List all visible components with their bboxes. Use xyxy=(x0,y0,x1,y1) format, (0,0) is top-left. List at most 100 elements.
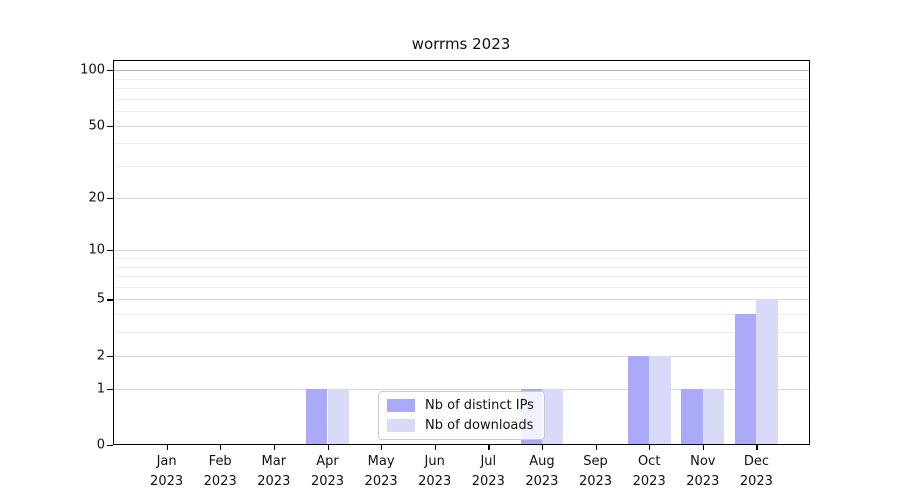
gridline-minor-8 xyxy=(113,266,810,268)
x-tick-month: May xyxy=(367,454,395,469)
x-tick-mark-oct xyxy=(649,445,651,450)
x-tick-year: 2023 xyxy=(203,474,237,489)
y-tick-label-5: 5 xyxy=(96,291,105,307)
x-tick-year: 2023 xyxy=(525,474,559,489)
x-tick-label-sep: Sep 2023 xyxy=(579,452,612,492)
x-tick-label-feb: Feb 2023 xyxy=(204,452,237,492)
gridline-major-10 xyxy=(113,250,810,252)
x-tick-mark-mar xyxy=(273,445,276,450)
gridline-minor-90 xyxy=(113,78,810,80)
plot-border xyxy=(113,60,810,445)
gridline-minor-7 xyxy=(113,276,810,277)
x-tick-month: Apr xyxy=(316,454,339,469)
y-tick-label-1: 1 xyxy=(96,381,105,397)
x-tick-label-mar: Mar 2023 xyxy=(257,452,290,492)
legend-label-downloads: Nb of downloads xyxy=(425,418,534,433)
y-tick-label-20: 20 xyxy=(88,190,105,206)
x-tick-label-jul: Jul 2023 xyxy=(472,452,505,492)
x-tick-month: Sep xyxy=(583,454,608,469)
chart-title: worrms 2023 xyxy=(411,35,511,53)
y-tick-label-10: 10 xyxy=(88,242,105,258)
gridline-minor-70 xyxy=(113,98,810,100)
x-tick-year: 2023 xyxy=(632,474,666,489)
bar-distinct-ips-dec xyxy=(734,314,757,445)
y-tick-mark-20 xyxy=(107,197,113,199)
x-tick-year: 2023 xyxy=(686,474,720,489)
legend-item-downloads: Nb of downloads xyxy=(387,418,534,433)
x-tick-year: 2023 xyxy=(364,474,398,489)
x-tick-month: Jan xyxy=(156,454,177,469)
x-tick-month: Nov xyxy=(690,454,716,469)
gridline-minor-40 xyxy=(113,143,810,145)
x-tick-year: 2023 xyxy=(310,474,345,489)
x-tick-month: Feb xyxy=(208,454,232,469)
gridline-minor-60 xyxy=(113,111,810,112)
legend-swatch-distinct-ips xyxy=(387,399,415,412)
x-tick-month: Jul xyxy=(480,454,497,469)
x-tick-year: 2023 xyxy=(471,474,505,489)
gridline-major-5 xyxy=(113,299,810,301)
bar-downloads-oct xyxy=(649,355,671,445)
x-tick-mark-jan xyxy=(166,445,168,450)
x-tick-label-dec: Dec 2023 xyxy=(740,452,773,492)
gridline-minor-4 xyxy=(113,314,810,316)
y-tick-label-100: 100 xyxy=(80,62,105,78)
x-tick-month: Mar xyxy=(261,454,287,469)
y-tick-label-50: 50 xyxy=(88,118,105,133)
legend-swatch-downloads xyxy=(387,419,415,432)
y-tick-mark-10 xyxy=(107,250,113,252)
x-tick-year: 2023 xyxy=(257,474,291,489)
y-tick-mark-100 xyxy=(107,70,113,72)
y-tick-mark-1 xyxy=(107,388,113,390)
x-tick-year: 2023 xyxy=(578,474,613,489)
x-tick-label-nov: Nov 2023 xyxy=(686,452,719,492)
x-tick-mark-jul xyxy=(488,445,490,450)
gridline-major-100 xyxy=(113,70,810,71)
legend-label-distinct-ips: Nb of distinct IPs xyxy=(425,398,534,413)
x-tick-mark-feb xyxy=(220,445,222,450)
x-tick-month: Dec xyxy=(743,454,769,469)
gridline-minor-80 xyxy=(113,87,810,89)
bar-distinct-ips-oct xyxy=(627,355,650,445)
x-tick-label-may: May 2023 xyxy=(365,452,398,492)
y-tick-mark-50 xyxy=(107,125,113,127)
gridline-minor-6 xyxy=(113,286,810,288)
x-tick-label-aug: Aug 2023 xyxy=(525,452,558,492)
gridline-major-1 xyxy=(113,388,810,390)
legend: Nb of distinct IPs Nb of downloads xyxy=(378,391,545,440)
x-tick-label-apr: Apr 2023 xyxy=(311,452,344,492)
y-tick-label-0: 0 xyxy=(96,437,105,453)
x-tick-mark-nov xyxy=(702,445,705,450)
x-tick-month: Aug xyxy=(529,454,555,469)
x-tick-label-jun: Jun 2023 xyxy=(418,452,451,492)
x-tick-month: Jun xyxy=(424,454,445,469)
y-tick-mark-0 xyxy=(107,445,113,447)
x-tick-label-oct: Oct 2023 xyxy=(633,452,666,492)
y-tick-mark-2 xyxy=(107,355,113,357)
x-tick-mark-dec xyxy=(756,445,758,450)
x-tick-mark-may xyxy=(381,445,383,450)
y-tick-label-2: 2 xyxy=(96,348,105,364)
x-tick-year: 2023 xyxy=(418,474,452,489)
x-tick-mark-jun xyxy=(434,445,436,450)
bar-distinct-ips-nov xyxy=(681,388,703,445)
bar-downloads-nov xyxy=(702,388,725,445)
x-tick-mark-sep xyxy=(595,445,597,450)
gridline-minor-3 xyxy=(113,332,810,334)
bar-downloads-dec xyxy=(756,299,778,445)
bar-downloads-aug xyxy=(541,388,564,445)
gridline-minor-30 xyxy=(113,166,810,167)
gridline-minor-9 xyxy=(113,257,810,259)
x-tick-year: 2023 xyxy=(150,474,184,489)
x-tick-label-jan: Jan 2023 xyxy=(150,452,183,492)
x-tick-mark-aug xyxy=(541,445,544,450)
x-tick-year: 2023 xyxy=(739,474,773,489)
x-tick-month: Oct xyxy=(637,454,661,469)
y-tick-mark-5 xyxy=(107,299,113,301)
x-tick-mark-apr xyxy=(327,445,329,450)
gridline-major-20 xyxy=(113,197,810,199)
bar-distinct-ips-apr xyxy=(306,388,328,445)
legend-item-distinct-ips: Nb of distinct IPs xyxy=(387,398,534,413)
gridline-major-2 xyxy=(113,355,810,357)
